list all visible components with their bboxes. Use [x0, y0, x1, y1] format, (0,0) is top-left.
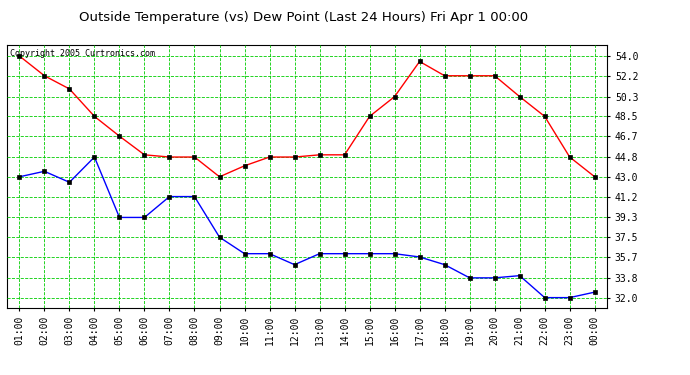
- Text: Outside Temperature (vs) Dew Point (Last 24 Hours) Fri Apr 1 00:00: Outside Temperature (vs) Dew Point (Last…: [79, 11, 528, 24]
- Text: Copyright 2005 Curtronics.com: Copyright 2005 Curtronics.com: [10, 49, 155, 58]
